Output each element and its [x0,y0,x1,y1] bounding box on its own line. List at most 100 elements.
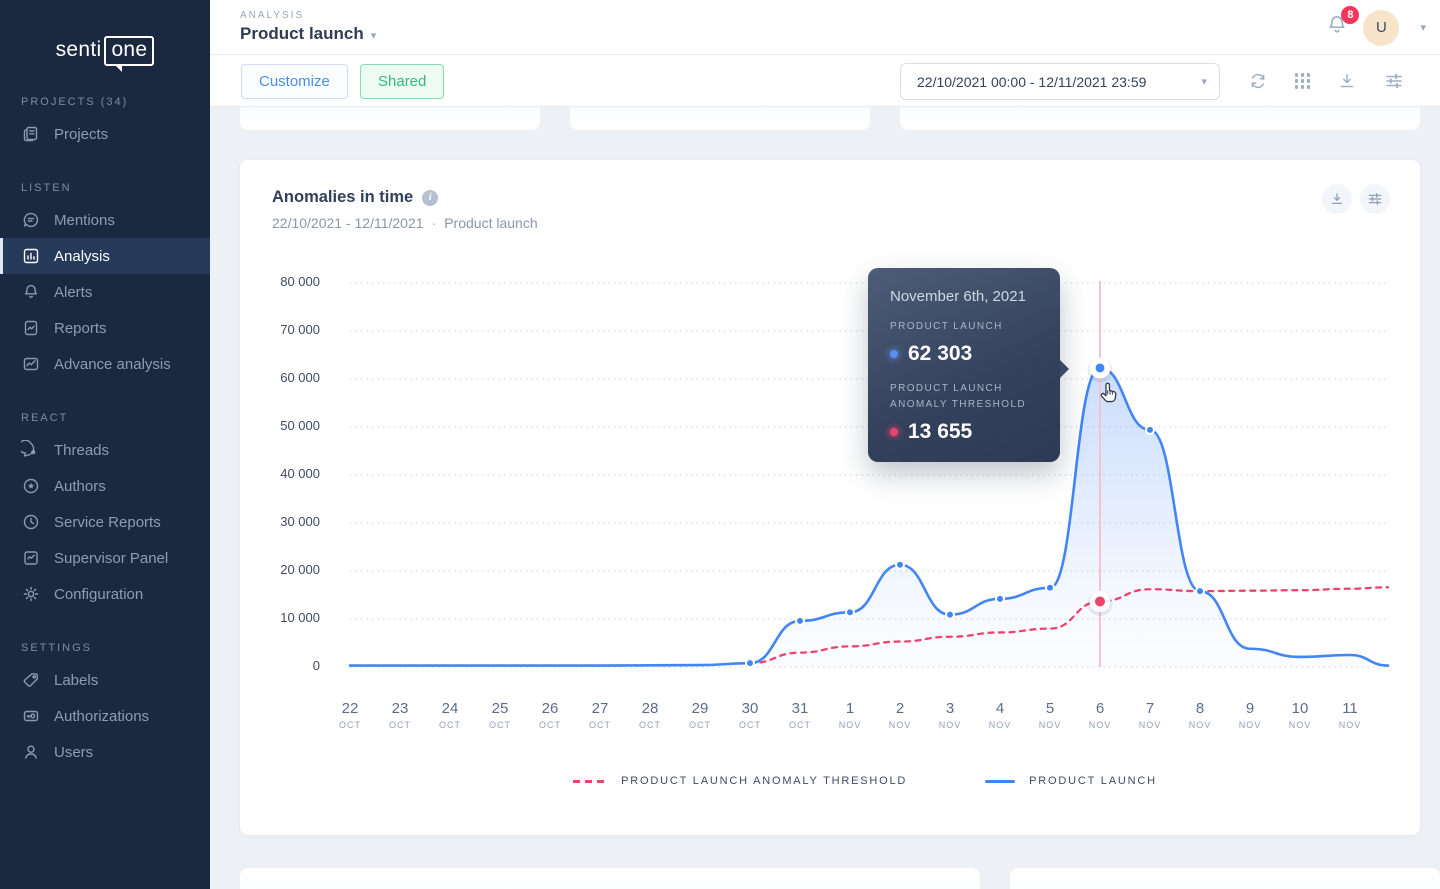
sidebar-item-analysis[interactable]: Analysis [0,238,210,274]
sidebar: senti one PROJECTS (34) Projects LISTEN M… [0,0,210,889]
hand-cursor-icon [1100,382,1117,403]
nav-section-projects-label: PROJECTS (34) [21,96,129,108]
chart-plot-area: 80 000 70 000 60 000 50 000 40 000 30 000 20 0… [240,160,1420,835]
threshold-line [748,586,1390,665]
logo-text-one: one [104,36,155,72]
subtitle-dates: 22/10/2021 - 12/11/2021 [272,215,424,231]
x-axis-label: 27 OCT [589,700,611,730]
data-point[interactable] [1195,586,1205,597]
sidebar-item-users[interactable]: Users [0,734,210,770]
chart-settings-button[interactable] [1360,184,1390,214]
legend-item-threshold[interactable]: PRODUCT LAUNCH ANOMALY THRESHOLD [573,775,907,787]
widgets-button[interactable] [1294,73,1310,89]
x-axis-label: 2 NOV [888,700,912,730]
app-logo[interactable]: senti one [0,36,210,72]
sliders-icon [1368,193,1382,205]
sidebar-item-advance-analysis[interactable]: Advance analysis [0,346,210,382]
hovered-data-point[interactable] [1089,590,1111,612]
card-stub-bottom-2 [1010,868,1440,889]
anomalies-line-chart [348,281,1390,669]
customize-button[interactable]: Customize [241,64,348,99]
sidebar-item-configuration[interactable]: Configuration [0,576,210,612]
sidebar-item-reports[interactable]: Reports [0,310,210,346]
refresh-icon [1251,73,1264,89]
sidebar-item-label: Analysis [54,247,110,265]
data-point[interactable] [745,658,755,669]
chart-subtitle: 22/10/2021 - 12/11/2021 · Product launch [272,215,538,231]
sidebar-item-projects[interactable]: Projects [0,116,210,152]
header-eyebrow: ANALYSIS [240,10,305,21]
data-point[interactable] [945,609,955,620]
legend-dashed-swatch [573,779,608,783]
chart-title: Anomalies in time [272,188,414,206]
x-axis-label: 28 OCT [639,700,661,730]
content-area: Anomalies in time i 22/10/2021 - 12/11/2… [210,107,1440,889]
x-axis-label: 3 NOV [938,700,962,730]
x-axis-label: 24 OCT [439,700,461,730]
notifications-button[interactable]: 8 [1325,6,1360,42]
x-axis-label: 4 NOV [988,700,1012,730]
x-axis-label: 7 NOV [1138,700,1162,730]
data-point[interactable] [1145,424,1155,435]
threads-icon [21,440,36,457]
data-point[interactable] [895,559,905,570]
card-stub-top-2 [570,107,870,130]
y-axis-label: 40 000 [280,466,320,481]
nav-section-listen-label: LISTEN [21,182,72,194]
sidebar-item-service-reports[interactable]: Service Reports [0,504,210,540]
date-range-picker[interactable]: 22/10/2021 00:00 - 12/11/2021 23:59 ▾ [900,63,1220,100]
data-point[interactable] [795,615,805,626]
sidebar-item-supervisor-panel[interactable]: Supervisor Panel [0,540,210,576]
configuration-icon [23,586,39,602]
sidebar-item-label: Mentions [54,211,115,229]
sidebar-item-label: Reports [54,319,107,337]
y-axis-label: 50 000 [280,418,320,433]
shared-button[interactable]: Shared [360,64,445,99]
avatar-chevron-down-icon[interactable]: ▾ [1420,22,1426,34]
sidebar-item-label: Alerts [54,283,93,301]
sidebar-item-label: Service Reports [54,513,161,531]
toolbar: Customize Shared 22/10/2021 00:00 - 12/1… [210,55,1440,107]
x-axis-label: 30 OCT [739,700,761,730]
date-range-value: 22/10/2021 00:00 - 12/11/2021 23:59 [917,73,1147,90]
sidebar-item-label: Threads [54,441,110,459]
sidebar-item-label: Labels [54,671,99,689]
project-selector[interactable]: Product launch ▾ [240,24,376,44]
sidebar-item-label: Users [54,743,94,761]
nav-section-settings-label: SETTINGS [21,642,93,654]
refresh-button[interactable] [1248,71,1268,91]
hovered-data-point[interactable] [1089,357,1111,379]
sidebar-item-labels[interactable]: Labels [0,662,210,698]
y-axis-label: 60 000 [280,370,320,385]
info-icon[interactable]: i [422,189,439,206]
legend-item-product-launch[interactable]: PRODUCT LAUNCH [985,775,1157,787]
x-axis-label: 1 NOV [838,700,862,730]
x-axis-label: 6 NOV [1088,700,1112,730]
service-reports-icon [23,514,39,530]
data-point[interactable] [845,607,855,618]
chart-download-button[interactable] [1322,184,1352,214]
sidebar-item-alerts[interactable]: Alerts [0,274,210,310]
data-point[interactable] [1045,582,1055,593]
x-axis-label: 22 OCT [339,700,361,730]
x-axis-label: 23 OCT [389,700,411,730]
download-icon [1340,74,1354,88]
x-axis-label: 10 NOV [1288,700,1312,730]
advance-analysis-icon [23,357,39,371]
sliders-icon [1386,73,1402,89]
data-point[interactable] [995,593,1005,604]
avatar[interactable]: U [1363,9,1400,46]
chart-legend: PRODUCT LAUNCH ANOMALY THRESHOLD PRODUCT… [240,775,1420,787]
tooltip-series2-label: PRODUCT LAUNCH ANOMALY THRESHOLD [890,383,1027,410]
sidebar-item-label: Configuration [54,585,144,603]
download-button[interactable] [1337,71,1357,91]
sidebar-item-mentions[interactable]: Mentions [0,202,210,238]
sidebar-item-authors[interactable]: Authors [0,468,210,504]
x-axis-label: 26 OCT [539,700,561,730]
download-icon [1331,193,1343,205]
filters-button[interactable] [1384,71,1404,91]
sidebar-item-authorizations[interactable]: Authorizations [0,698,210,734]
notification-badge: 8 [1341,6,1360,24]
sidebar-item-threads[interactable]: Threads [0,432,210,468]
x-axis-label: 25 OCT [489,700,511,730]
